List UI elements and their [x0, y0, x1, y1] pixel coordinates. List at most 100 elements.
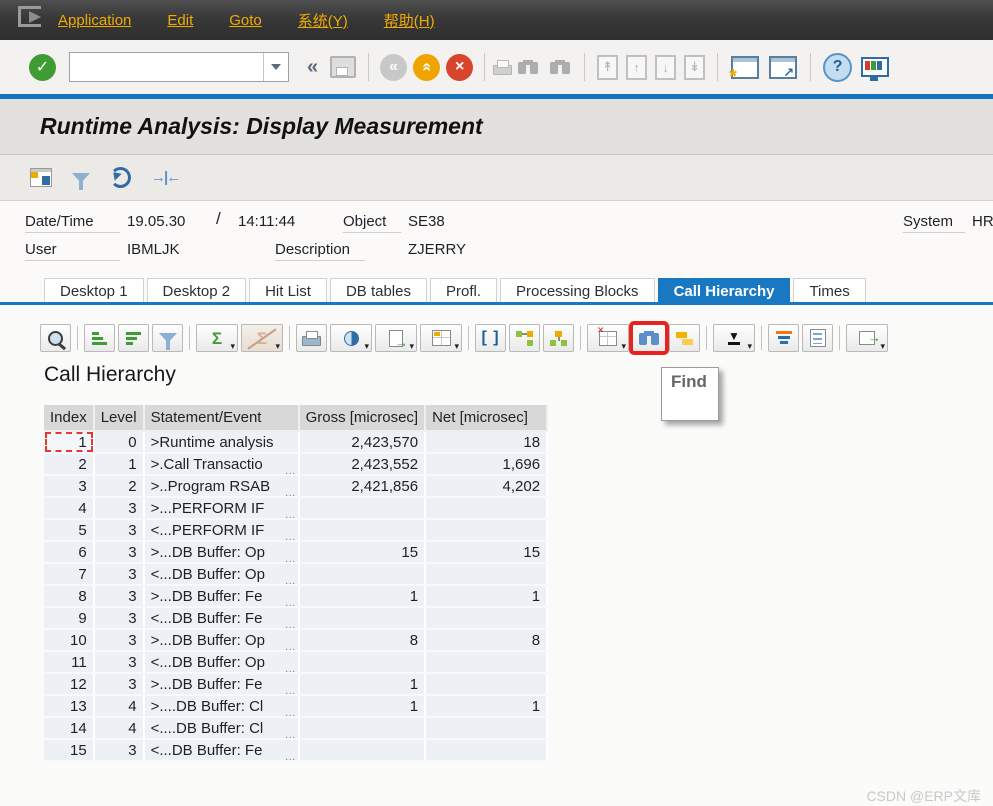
command-dropdown-button[interactable]: [263, 53, 288, 81]
object-label: Object: [343, 213, 401, 233]
export-file-icon: [389, 329, 408, 350]
previous-page-icon[interactable]: ↑: [626, 54, 648, 80]
last-page-icon[interactable]: ↡: [684, 54, 706, 80]
table-row[interactable]: 3 2 >..Program RSAB… 2,421,856 4,202: [44, 475, 549, 498]
tab-hit-list[interactable]: Hit List: [249, 278, 327, 305]
description-label: Description: [275, 241, 365, 261]
column-invisible-button[interactable]: [ ]: [475, 324, 506, 352]
menu-application[interactable]: Application: [58, 11, 132, 29]
hierarchy-expand-button[interactable]: [509, 324, 540, 352]
table-row[interactable]: 4 3 >...PERFORM IF…: [44, 497, 549, 520]
call-hierarchy-panel: Σ Σ [ ] ▼ Find Call Hierarchy: [0, 305, 993, 806]
customize-layout-icon[interactable]: [861, 57, 890, 81]
compress-button[interactable]: [669, 324, 700, 352]
table-row[interactable]: 10 3 >...DB Buffer: Op… 8 8: [44, 629, 549, 652]
sort-descending-button[interactable]: [118, 324, 149, 352]
object-value: SE38: [408, 213, 445, 230]
first-page-icon[interactable]: ↟: [597, 54, 619, 80]
help-icon[interactable]: ?: [823, 52, 853, 82]
exit-icon[interactable]: «: [413, 53, 441, 81]
menu-system[interactable]: 系统(Y): [297, 12, 348, 30]
tab-profl[interactable]: Profl.: [429, 278, 497, 305]
set-filter-button[interactable]: [152, 324, 183, 352]
date-time-label: Date/Time: [25, 213, 120, 233]
user-value: IBMLJK: [127, 241, 180, 258]
col-gross[interactable]: Gross [microsec]: [298, 405, 427, 432]
tab-times[interactable]: Times: [793, 278, 866, 305]
table-row[interactable]: 8 3 >...DB Buffer: Fe… 1 1: [44, 585, 549, 608]
new-session-icon[interactable]: *: [729, 55, 760, 87]
find-button[interactable]: [629, 321, 669, 355]
call-hierarchy-table: Index Level Statement/Event Gross [micro…: [44, 405, 549, 762]
create-shortcut-icon[interactable]: ↗: [769, 55, 798, 79]
title-bar: Runtime Analysis: Display Measurement: [0, 99, 993, 155]
table-row[interactable]: 15 3 <...DB Buffer: Fe…: [44, 739, 549, 762]
tab-db-tables[interactable]: DB tables: [329, 278, 427, 305]
table-row[interactable]: 11 3 <...DB Buffer: Op…: [44, 651, 549, 674]
sum-icon: Σ: [211, 328, 223, 348]
configuration-icon: [859, 330, 881, 345]
subtotal-button[interactable]: Σ: [241, 324, 283, 352]
choose-layout-button[interactable]: [420, 324, 462, 352]
col-index[interactable]: Index: [44, 405, 95, 432]
find-next-icon[interactable]: [550, 60, 571, 74]
hierarchy-define-button[interactable]: [543, 324, 574, 352]
collapse-level-button[interactable]: ▼: [713, 324, 755, 352]
toolbar-separator: [584, 53, 586, 81]
print-icon[interactable]: [493, 59, 513, 75]
continue-check-icon[interactable]: ✓: [29, 53, 56, 81]
cancel-icon[interactable]: ×: [446, 53, 474, 81]
back-icon[interactable]: «: [380, 53, 408, 81]
tab-call-hierarchy[interactable]: Call Hierarchy: [657, 278, 791, 305]
next-page-icon[interactable]: ↓: [655, 54, 677, 80]
tab-processing-blocks[interactable]: Processing Blocks: [500, 278, 655, 305]
brackets-icon: [ ]: [481, 329, 500, 346]
fix-columns-button[interactable]: [587, 324, 629, 352]
table-row[interactable]: 9 3 <...DB Buffer: Fe…: [44, 607, 549, 630]
menu-goto[interactable]: Goto: [229, 11, 262, 29]
table-row[interactable]: 12 3 >...DB Buffer: Fe… 1: [44, 673, 549, 696]
col-level[interactable]: Level: [93, 405, 145, 432]
pie-chart-icon: [343, 330, 359, 346]
window-menu-icon[interactable]: [18, 6, 41, 27]
table-row[interactable]: 7 3 <...DB Buffer: Op…: [44, 563, 549, 586]
collapse-columns-icon[interactable]: →|←: [151, 169, 181, 186]
sort-ascending-icon: [92, 331, 107, 345]
system-value: HR: [972, 213, 993, 230]
table-row[interactable]: 2 1 >.Call Transactio… 2,423,552 1,696: [44, 453, 549, 476]
col-net[interactable]: Net [microsec]: [425, 405, 549, 432]
total-button[interactable]: Σ: [196, 324, 238, 352]
col-statement[interactable]: Statement/Event: [143, 405, 300, 432]
print-button[interactable]: [296, 324, 327, 352]
cell-index[interactable]: 1: [44, 431, 95, 454]
tab-desktop-2[interactable]: Desktop 2: [146, 278, 247, 305]
toolbar-separator: [761, 326, 762, 350]
tab-desktop-1[interactable]: Desktop 1: [44, 278, 144, 305]
truncation-dots: …: [284, 619, 296, 629]
toolbar-separator: [580, 326, 581, 350]
detail-view-button[interactable]: [40, 324, 71, 352]
local-file-button[interactable]: [375, 324, 417, 352]
menu-edit[interactable]: Edit: [167, 11, 194, 29]
graph-sort-button[interactable]: [768, 324, 799, 352]
table-row[interactable]: 13 4 >....DB Buffer: Cl… 1 1: [44, 695, 549, 718]
command-input[interactable]: [70, 53, 263, 81]
toolbar-separator: [810, 53, 812, 81]
layout-grid-icon: [431, 330, 451, 346]
filter-icon[interactable]: [72, 172, 90, 190]
table-row[interactable]: 1 0 >Runtime analysis 2,423,570 18: [44, 431, 549, 454]
table-row[interactable]: 14 4 <....DB Buffer: Cl…: [44, 717, 549, 740]
menu-help[interactable]: 帮助(H): [383, 12, 435, 30]
truncation-dots: …: [284, 729, 296, 739]
display-log-button[interactable]: [802, 324, 833, 352]
find-icon[interactable]: [518, 60, 539, 74]
sort-ascending-button[interactable]: [84, 324, 115, 352]
save-icon[interactable]: [330, 56, 357, 78]
table-row[interactable]: 6 3 >...DB Buffer: Op… 15 15: [44, 541, 549, 564]
configuration-button[interactable]: [846, 324, 888, 352]
views-button[interactable]: [330, 324, 372, 352]
refresh-icon[interactable]: [110, 167, 131, 188]
collapse-chevrons-icon[interactable]: «: [307, 55, 319, 78]
table-row[interactable]: 5 3 <...PERFORM IF…: [44, 519, 549, 542]
save-layout-icon[interactable]: [30, 168, 52, 187]
